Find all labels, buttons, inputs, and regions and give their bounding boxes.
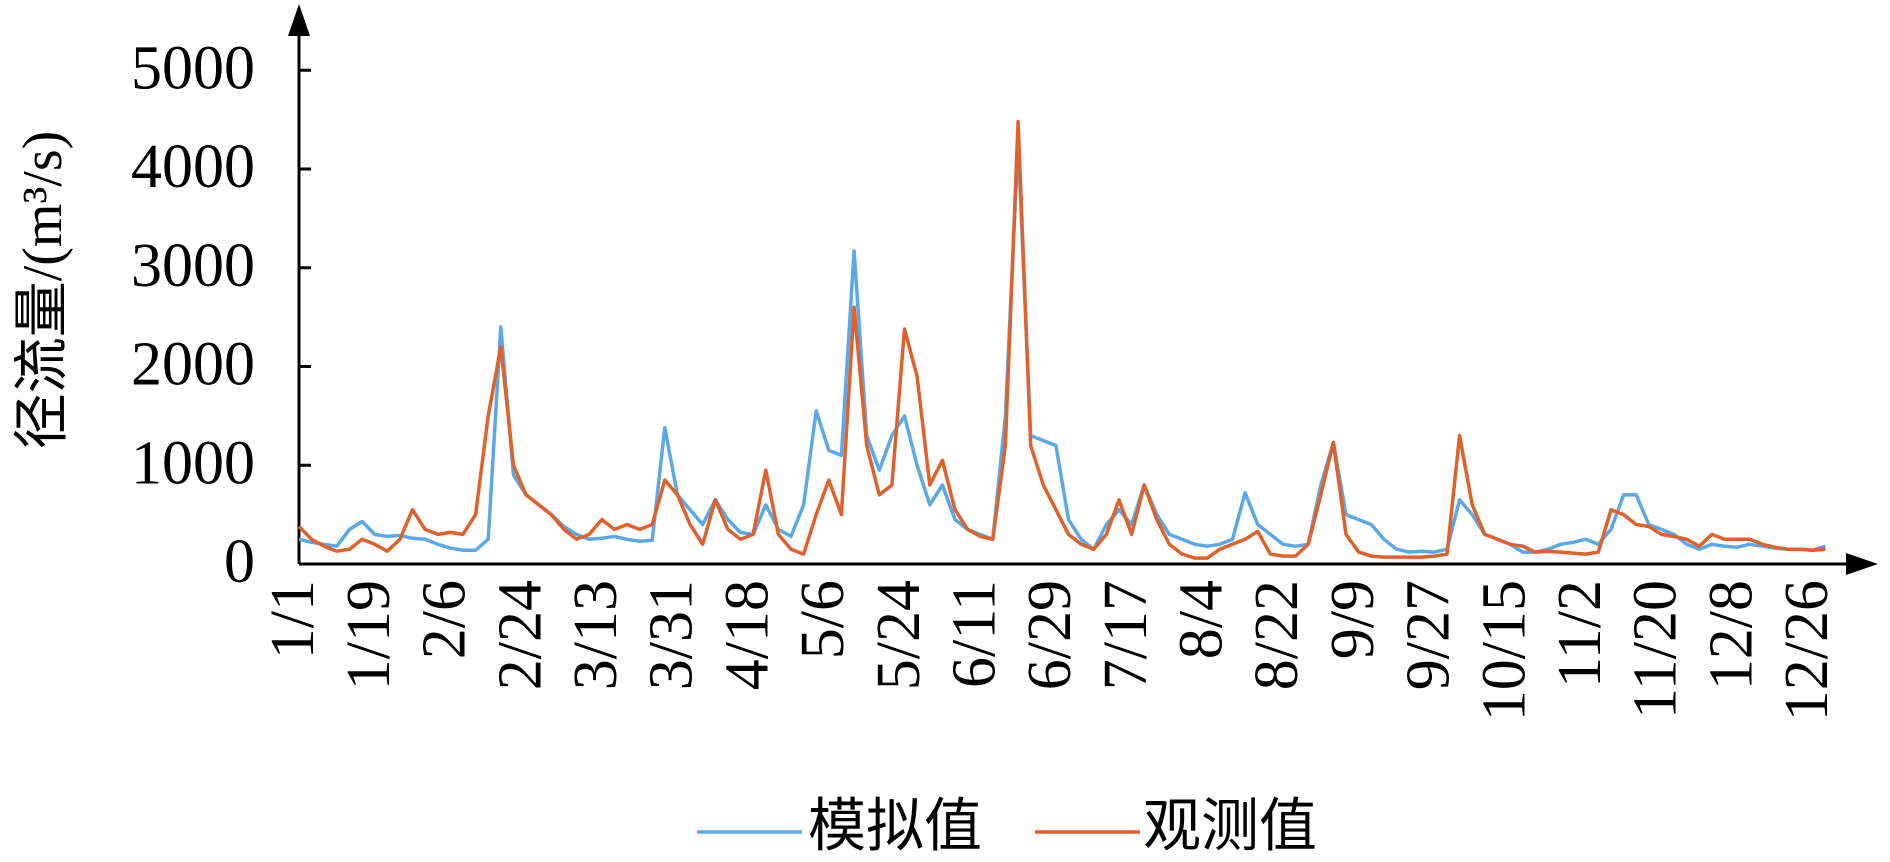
x-tick-label: 2/6 [411,580,479,659]
x-tick-label: 12/8 [1697,580,1765,690]
x-tick-label: 1/19 [335,580,403,690]
y-tick-label: 1000 [131,429,255,497]
x-tick-label: 11/20 [1622,580,1690,719]
y-axis-title: 径流量/(m³/s) [12,131,74,450]
x-tick-label: 5/24 [865,580,933,690]
x-tick-label: 7/17 [1092,580,1160,690]
x-tick-label: 8/22 [1243,580,1311,690]
x-tick-label: 6/11 [940,580,1008,688]
legend-label: 模拟值 [808,793,982,858]
y-tick-label: 4000 [131,133,255,201]
x-tick-label: 2/24 [486,580,554,690]
x-tick-label: 9/27 [1395,580,1463,690]
y-tick-label: 0 [224,528,255,596]
x-tick-label: 3/31 [638,580,706,690]
series-line [297,119,1826,560]
y-tick-label: 2000 [131,331,255,399]
x-tick-label: 4/18 [713,580,781,690]
legend-label: 观测值 [1143,793,1317,858]
x-tick-label: 1/1 [259,580,327,659]
series-line [298,140,1826,554]
y-tick-label: 3000 [131,232,255,300]
x-tick-label: 12/26 [1773,580,1841,721]
x-tick-label: 11/2 [1546,580,1614,688]
y-axis-arrow [288,4,310,36]
x-tick-label: 9/9 [1319,580,1387,659]
x-tick-label: 3/13 [562,580,630,690]
x-tick-label: 5/6 [789,580,857,659]
y-tick-label: 5000 [131,34,255,102]
x-tick-label: 10/15 [1470,580,1538,721]
x-tick-label: 8/4 [1168,580,1236,659]
x-tick-label: 6/29 [1016,580,1084,690]
x-axis-arrow [1846,553,1878,575]
